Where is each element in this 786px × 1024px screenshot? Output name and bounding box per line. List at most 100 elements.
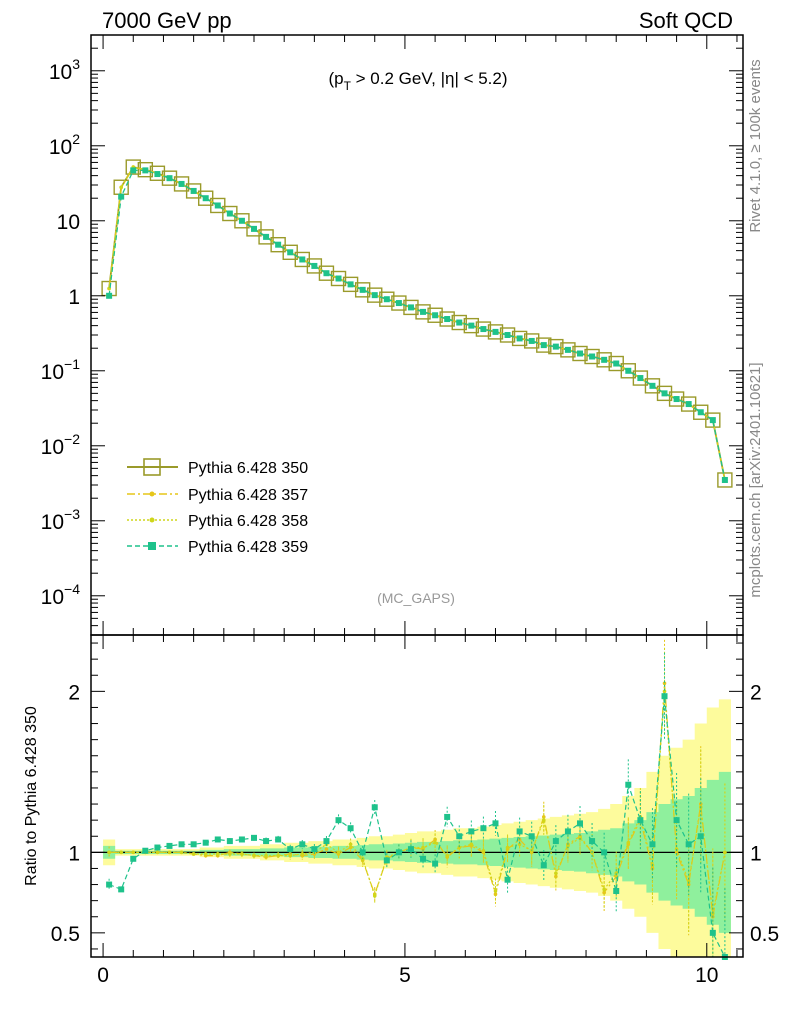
ratio-point-358 — [554, 871, 558, 876]
legend-entry-357: Pythia 6.428 357 — [127, 487, 308, 504]
main-point-350 — [475, 321, 492, 337]
legend-label-359: Pythia 6.428 359 — [188, 539, 308, 556]
main-point-359 — [589, 353, 596, 360]
ratio-point-359 — [335, 817, 342, 824]
main-line-350 — [108, 166, 726, 481]
main-point-359 — [601, 356, 608, 363]
ratio-point-359 — [275, 836, 282, 843]
legend: Pythia 6.428 350 Pythia 6.428 357 Pythia… — [127, 458, 308, 556]
main-point-350 — [487, 324, 504, 340]
ratio-point-359 — [106, 881, 113, 888]
ratio-point-359 — [685, 841, 692, 848]
main-point-359 — [432, 312, 439, 319]
main-point-359 — [480, 326, 487, 333]
ratio-point-359 — [697, 833, 704, 840]
legend-marker-350 — [143, 458, 161, 476]
ratio-plot-panel: 0.5 0.5 1 1 2 2 0 5 10 Ratio to Pythia 6.428 35… — [23, 35, 779, 987]
ratio-point-359 — [504, 876, 511, 883]
ratio-point-359 — [166, 842, 173, 849]
main-point-350 — [680, 396, 697, 412]
ratio-point-357 — [674, 850, 679, 855]
main-y-tick-label: 10 — [57, 211, 80, 234]
legend-entry-358: Pythia 6.428 358 — [127, 513, 308, 530]
ratio-point-359 — [118, 886, 125, 893]
main-point-359 — [154, 171, 161, 178]
main-point-350 — [367, 287, 383, 303]
main-y-tick-label: 10−1 — [41, 356, 81, 384]
ratio-point-358 — [541, 818, 546, 822]
main-point-359 — [709, 417, 716, 424]
main-point-359 — [263, 233, 270, 240]
ratio-point-359 — [323, 838, 330, 845]
ratio-point-358 — [723, 850, 727, 855]
ratio-point-359 — [263, 838, 270, 845]
legend-marker-357 — [149, 491, 155, 497]
ratio-point-359 — [202, 839, 209, 846]
ratio-line-358 — [109, 691, 726, 914]
ratio-point-358 — [686, 879, 691, 884]
ratio-point-359 — [371, 804, 378, 811]
main-point-350 — [318, 265, 335, 281]
main-point-359 — [383, 296, 390, 303]
ratio-y-tick-label-left: 1 — [68, 842, 80, 865]
ratio-point-359 — [383, 857, 390, 864]
main-point-359 — [649, 382, 656, 389]
ratio-point-359 — [226, 838, 233, 845]
main-point-350 — [246, 221, 262, 237]
main-point-350 — [258, 229, 274, 245]
ratio-point-358 — [191, 852, 196, 856]
main-point-350 — [161, 170, 178, 186]
ratio-point-358 — [107, 850, 111, 855]
main-point-350 — [415, 304, 431, 320]
ratio-y-tick-label-left: 2 — [68, 681, 80, 704]
main-point-350 — [596, 352, 612, 368]
ratio-point-359 — [673, 817, 680, 824]
main-point-350 — [403, 299, 419, 316]
main-point-359 — [106, 292, 113, 299]
main-point-350 — [560, 342, 576, 358]
ratio-point-359 — [142, 847, 149, 854]
ratio-point-358 — [372, 894, 377, 898]
main-y-tick-label: 10−4 — [41, 581, 81, 609]
ratio-point-357 — [602, 890, 606, 895]
main-point-350 — [354, 282, 371, 298]
ratio-point-359 — [359, 849, 366, 856]
main-point-350 — [572, 345, 588, 362]
main-point-359 — [673, 396, 680, 403]
main-point-350 — [234, 213, 250, 229]
main-point-350 — [439, 311, 455, 327]
ratio-point-358 — [602, 887, 606, 892]
main-point-359 — [407, 304, 414, 311]
ratio-point-359 — [251, 834, 257, 841]
main-point-350 — [427, 307, 443, 323]
legend-label-357: Pythia 6.428 357 — [188, 487, 308, 504]
ratio-point-359 — [601, 849, 608, 856]
main-point-350 — [656, 385, 673, 402]
ratio-point-359 — [637, 817, 644, 824]
ratio-point-358 — [215, 852, 220, 856]
main-point-350 — [499, 327, 516, 343]
main-point-350 — [210, 197, 226, 214]
ratio-point-358 — [578, 836, 582, 840]
ratio-point-357 — [493, 892, 498, 897]
ratio-point-359 — [516, 828, 523, 835]
ratio-point-358 — [179, 850, 184, 855]
ratio-point-358 — [348, 842, 353, 847]
ratio-point-358 — [433, 840, 437, 845]
main-point-350 — [584, 348, 600, 365]
main-point-350 — [632, 370, 649, 386]
main-y-tick-label: 10−3 — [41, 506, 81, 534]
ratio-point-359 — [287, 846, 294, 853]
ratio-y-tick-label-right: 0.5 — [750, 923, 779, 946]
legend-marker-358 — [149, 517, 155, 523]
main-point-359 — [178, 180, 185, 187]
ratio-point-359 — [407, 846, 414, 853]
ratio-point-359 — [299, 841, 306, 848]
main-point-359 — [275, 241, 282, 248]
ratio-point-358 — [517, 842, 522, 847]
main-point-359 — [142, 167, 149, 174]
main-point-359 — [190, 187, 197, 194]
ratio-point-359 — [214, 836, 221, 843]
ratio-point-359 — [552, 838, 559, 845]
main-line-358 — [108, 166, 726, 481]
